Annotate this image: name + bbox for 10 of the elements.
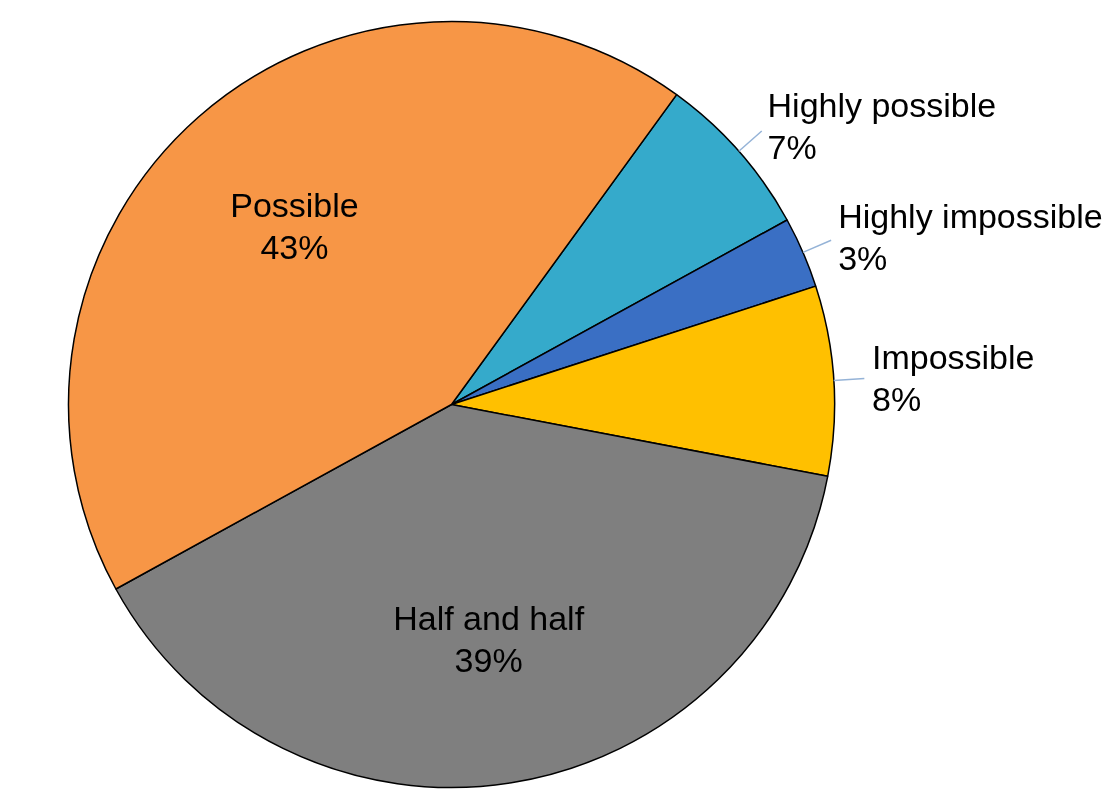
slice-label: Highly possible (767, 85, 997, 124)
data-label: 8% (871, 379, 922, 418)
data-label: 43% (260, 228, 329, 267)
slice-label: Highly impossible (838, 197, 1103, 236)
data-label: 3% (838, 239, 888, 278)
data-label: 7% (767, 127, 817, 166)
slice-label: Impossible (871, 338, 1035, 377)
slice-label: Possible (230, 186, 359, 225)
data-label: 39% (454, 640, 523, 679)
slice-label: Half and half (393, 599, 585, 638)
